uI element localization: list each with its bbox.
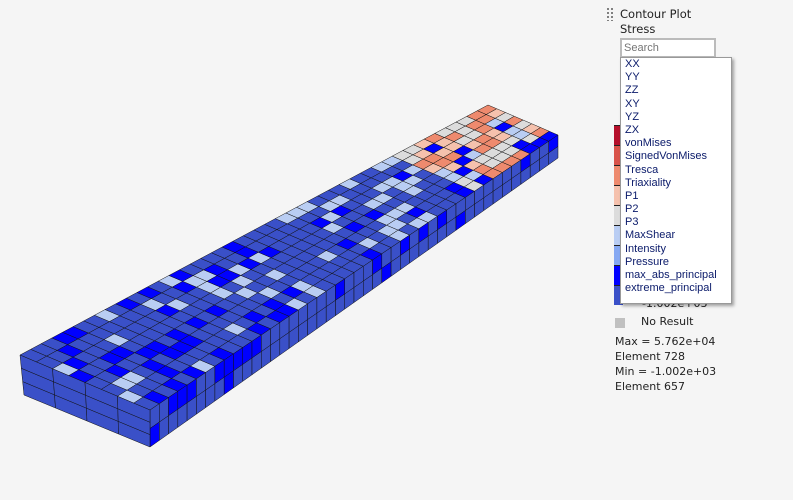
dropdown-option[interactable]: YZ <box>625 110 640 123</box>
no-result-swatch <box>615 318 625 328</box>
dropdown-option[interactable]: extreme_principal <box>625 282 712 295</box>
dropdown-option[interactable]: XX <box>625 58 640 70</box>
dropdown-option[interactable]: max_abs_principal <box>625 269 717 281</box>
dropdown-option[interactable]: Pressure <box>625 255 670 268</box>
min-element: Element 657 <box>615 380 686 393</box>
dropdown-option[interactable]: P2 <box>625 203 639 216</box>
legend-band <box>614 165 623 185</box>
dropdown-option[interactable]: vonMises <box>625 137 672 150</box>
search-input[interactable] <box>620 38 716 58</box>
max-value: Max = 5.762e+04 <box>615 335 716 348</box>
panel-title: Contour Plot <box>620 7 692 21</box>
dropdown-option[interactable]: Triaxiality <box>625 176 672 189</box>
dropdown-option[interactable]: MaxShear <box>625 229 676 242</box>
dropdown-option[interactable]: Tresca <box>625 163 659 176</box>
no-result-label: No Result <box>641 315 694 328</box>
drag-handle-icon[interactable] <box>606 7 614 21</box>
legend-band <box>614 265 623 285</box>
legend-band <box>614 285 623 305</box>
legend-band <box>614 145 623 165</box>
legend-band <box>614 225 623 245</box>
dropdown-option[interactable]: XY <box>625 97 640 110</box>
result-type-label: Stress <box>620 22 656 36</box>
legend-color-bar <box>614 125 623 305</box>
dropdown-option[interactable]: P1 <box>625 189 639 202</box>
max-element: Element 728 <box>615 350 686 363</box>
stress-component-dropdown[interactable]: XX YY ZZ XY YZ ZX vonMises SignedVonMises Tresca… <box>620 57 732 304</box>
model-viewport[interactable] <box>0 0 600 500</box>
legend-band <box>614 245 623 265</box>
legend-band <box>614 185 623 205</box>
mesh-element <box>117 421 151 448</box>
dropdown-option[interactable]: YY <box>625 71 640 84</box>
dropdown-option[interactable]: ZZ <box>625 84 639 97</box>
mesh-element <box>548 146 559 166</box>
dropdown-option[interactable]: SignedVonMises <box>625 150 707 163</box>
stats: Max = 5.762e+04 Element 728 Min = -1.002… <box>615 334 716 394</box>
legend-band <box>614 205 623 225</box>
dropdown-option[interactable]: P3 <box>625 216 639 229</box>
dropdown-option[interactable]: ZX <box>625 123 640 136</box>
min-value: Min = -1.002e+03 <box>615 365 717 378</box>
legend-band <box>614 125 623 145</box>
dropdown-option[interactable]: Intensity <box>625 242 666 255</box>
